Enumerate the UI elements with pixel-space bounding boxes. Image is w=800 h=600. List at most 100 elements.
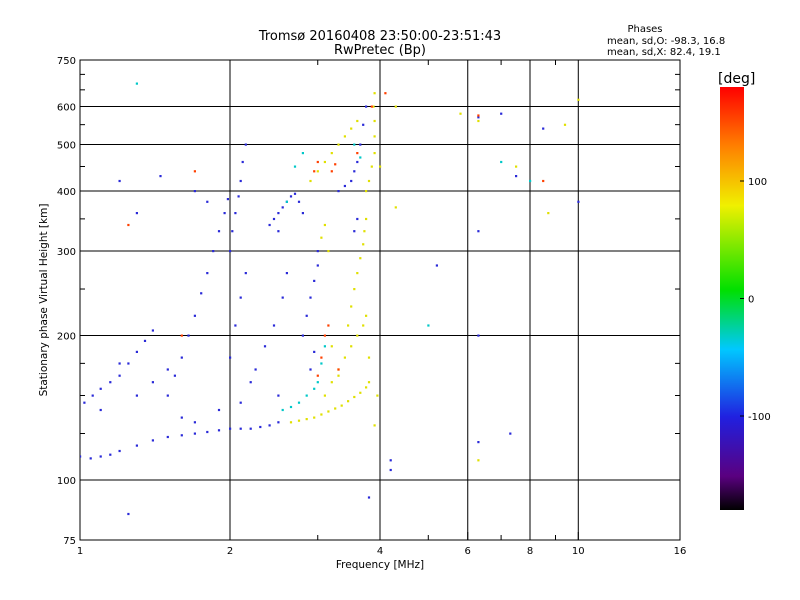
x-tick-label: 4 [377, 546, 383, 557]
data-point-o [259, 425, 262, 429]
data-point-transition [297, 401, 301, 404]
data-point-o [515, 175, 518, 178]
data-point-x [459, 112, 462, 115]
x-ticks: 1 2 4 6 8 10 16 [77, 60, 687, 557]
data-point-x [327, 410, 330, 413]
data-point-x [563, 123, 567, 126]
data-point-o [277, 421, 280, 424]
data-point-o [239, 296, 242, 299]
data-point-x [373, 152, 376, 155]
data-point-o [109, 453, 112, 456]
data-point-o [277, 394, 280, 397]
x-tick-label: 6 [465, 546, 471, 557]
data-point-transition [289, 405, 293, 409]
data-point-x [297, 419, 301, 422]
data-point-x [362, 324, 365, 327]
data-point-o [83, 401, 86, 404]
data-point-o [254, 368, 257, 371]
data-point-transition [313, 387, 316, 390]
data-point-o [239, 427, 242, 430]
data-point-warm [384, 92, 387, 95]
colorbar: [deg] -100 0 100 [718, 71, 771, 510]
data-point-transition [301, 152, 304, 155]
data-point-x [330, 345, 333, 348]
data-point-x [350, 305, 353, 308]
data-point-x [367, 381, 371, 384]
data-point-o [367, 496, 371, 499]
data-point-x [330, 152, 333, 155]
y-tick-label: 750 [57, 56, 76, 67]
data-point-x [359, 257, 362, 260]
data-point-o [217, 408, 221, 412]
data-point-warm [127, 223, 130, 227]
data-point-warm [334, 163, 337, 166]
data-point-o [272, 217, 276, 221]
data-point-o [353, 170, 356, 173]
data-point-o [193, 190, 196, 193]
data-point-x [373, 92, 376, 95]
data-point-o [193, 421, 196, 424]
data-point-x [347, 324, 350, 327]
data-point-o [223, 212, 226, 215]
data-point-o [353, 230, 356, 233]
data-point-o [316, 250, 319, 253]
data-point-o [289, 195, 293, 198]
data-point-x [577, 98, 580, 101]
data-point-o [226, 198, 229, 201]
data-point-o [362, 123, 365, 126]
data-point-transition [281, 408, 284, 412]
data-point-x [367, 356, 371, 359]
data-point-o [389, 468, 392, 472]
y-tick-label: 300 [57, 247, 76, 258]
colorbar-tick-label: 0 [748, 295, 754, 306]
data-point-transition [529, 179, 532, 183]
data-point-o [180, 434, 183, 437]
data-point-warm [316, 374, 319, 377]
data-point-x [334, 407, 337, 410]
data-point-o [337, 190, 340, 193]
data-point-o [173, 374, 176, 377]
data-point-x [365, 217, 368, 221]
data-point-x [477, 119, 480, 123]
data-point-o [477, 230, 480, 233]
data-point-o [187, 334, 190, 337]
data-point-o [180, 416, 183, 419]
data-point-x [305, 418, 308, 421]
data-point-o [301, 212, 304, 215]
data-point-o [180, 356, 183, 359]
data-point-o [118, 374, 121, 377]
data-point-o [316, 264, 319, 267]
x-axis-label: Frequency [MHz] [336, 559, 424, 571]
data-point-transition [293, 165, 297, 168]
data-point-transition [323, 345, 326, 348]
data-point-x [515, 165, 518, 168]
y-tick-label: 200 [57, 332, 76, 343]
data-point-x [370, 165, 373, 168]
legend: Phases mean, sd,O: -98.3, 16.8 mean, sd,… [607, 24, 725, 58]
data-point-o [309, 296, 312, 299]
data-point-x [359, 391, 362, 394]
data-point-x [373, 135, 376, 138]
data-point-o [244, 143, 247, 146]
data-point-o [212, 250, 215, 253]
data-point-o [509, 432, 512, 435]
data-point-o [477, 116, 480, 119]
data-point-o [343, 184, 346, 188]
legend-line-x: mean, sd,X: 82.4, 19.1 [607, 47, 721, 58]
data-point-warm [316, 160, 319, 164]
data-point-o [577, 200, 580, 203]
data-point-x [323, 394, 326, 397]
data-point-x [327, 250, 330, 253]
data-point-o [200, 292, 203, 295]
plot-area: 1 2 4 6 8 10 16 75 100 200 300 400 500 600 750 [57, 56, 686, 557]
data-point-o [500, 112, 503, 115]
data-point-o [309, 368, 312, 371]
data-point-o [99, 455, 102, 458]
data-point-o [297, 200, 301, 203]
x-tick-label: 1 [77, 546, 83, 557]
data-point-o [277, 230, 280, 233]
x-tick-label: 16 [674, 546, 687, 557]
data-point-o [118, 179, 121, 183]
data-point-x [343, 135, 346, 138]
data-point-o [151, 329, 154, 332]
